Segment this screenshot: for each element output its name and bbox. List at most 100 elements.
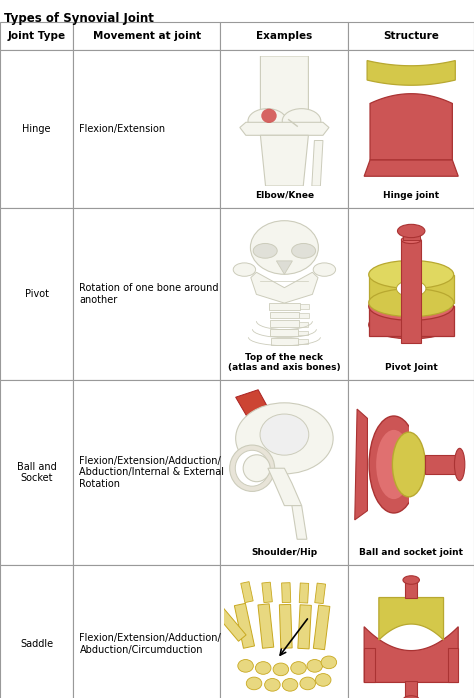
Bar — [300, 304, 309, 309]
Bar — [405, 581, 417, 597]
Ellipse shape — [369, 311, 454, 339]
Ellipse shape — [396, 281, 426, 297]
Ellipse shape — [236, 403, 333, 474]
Polygon shape — [236, 389, 281, 442]
Bar — [73, 565, 220, 698]
Bar — [0, 50, 73, 208]
Ellipse shape — [282, 109, 321, 133]
Bar — [0, 565, 73, 698]
Bar — [313, 605, 330, 650]
Polygon shape — [364, 627, 458, 683]
Bar — [270, 320, 299, 327]
Bar — [403, 230, 419, 240]
Polygon shape — [364, 160, 458, 177]
Ellipse shape — [369, 288, 454, 317]
Ellipse shape — [250, 221, 319, 274]
Bar — [299, 322, 309, 327]
Text: Top of the neck
(atlas and axis bones): Top of the neck (atlas and axis bones) — [228, 352, 341, 372]
Bar — [271, 338, 298, 345]
Bar — [405, 681, 417, 698]
Text: Hinge joint: Hinge joint — [383, 191, 439, 200]
Ellipse shape — [316, 674, 331, 686]
Bar — [279, 604, 292, 648]
Polygon shape — [379, 597, 444, 640]
Polygon shape — [240, 122, 329, 135]
Polygon shape — [276, 261, 292, 274]
Bar — [409, 409, 432, 520]
Polygon shape — [251, 272, 318, 303]
Ellipse shape — [321, 656, 337, 669]
Text: Saddle: Saddle — [20, 639, 53, 649]
Ellipse shape — [369, 416, 419, 513]
Text: Flexion/Extension/Adduction/
Abduction/Circumduction: Flexion/Extension/Adduction/ Abduction/C… — [80, 633, 221, 655]
Ellipse shape — [230, 445, 274, 491]
Bar — [298, 604, 311, 649]
Bar — [73, 22, 220, 50]
Bar — [348, 380, 474, 565]
Bar — [258, 604, 274, 648]
Bar — [348, 565, 474, 698]
Text: Shoulder/Hip: Shoulder/Hip — [251, 548, 318, 557]
Ellipse shape — [376, 430, 411, 499]
Ellipse shape — [255, 662, 271, 674]
Bar — [214, 605, 246, 641]
Bar — [348, 22, 474, 50]
Bar — [299, 583, 309, 603]
Ellipse shape — [392, 432, 425, 497]
Ellipse shape — [403, 696, 419, 698]
Text: Pivot Joint: Pivot Joint — [385, 363, 438, 372]
Ellipse shape — [261, 109, 277, 123]
Bar — [0, 380, 73, 565]
Text: Hinge: Hinge — [22, 124, 51, 134]
Bar — [348, 208, 474, 380]
Bar — [73, 208, 220, 380]
Ellipse shape — [238, 660, 253, 672]
Bar — [73, 380, 220, 565]
Ellipse shape — [313, 263, 336, 276]
Ellipse shape — [300, 677, 316, 690]
Ellipse shape — [253, 244, 277, 258]
Bar — [299, 313, 309, 318]
Text: Structure: Structure — [383, 31, 439, 41]
Bar — [220, 22, 348, 50]
Polygon shape — [260, 56, 309, 118]
Ellipse shape — [455, 448, 465, 481]
Bar — [299, 331, 308, 335]
Ellipse shape — [398, 224, 425, 237]
Ellipse shape — [401, 236, 421, 244]
Bar — [73, 50, 220, 208]
Ellipse shape — [307, 660, 322, 672]
Text: Ball and
Socket: Ball and Socket — [17, 461, 56, 483]
Polygon shape — [312, 140, 323, 186]
Text: Rotation of one bone around
another: Rotation of one bone around another — [80, 283, 219, 305]
Bar — [447, 648, 458, 683]
Bar — [241, 581, 253, 602]
Bar — [0, 208, 73, 380]
Ellipse shape — [248, 109, 287, 133]
Ellipse shape — [292, 244, 316, 258]
Bar — [234, 603, 255, 648]
Text: Flexion/Extension/Adduction/
Abduction/Internal & External
Rotation: Flexion/Extension/Adduction/ Abduction/I… — [80, 456, 225, 489]
Polygon shape — [292, 505, 307, 540]
Bar — [270, 312, 299, 318]
Ellipse shape — [260, 414, 309, 455]
Polygon shape — [355, 409, 367, 520]
Ellipse shape — [246, 677, 262, 690]
Polygon shape — [260, 135, 309, 186]
Text: Elbow/Knee: Elbow/Knee — [255, 191, 314, 200]
Polygon shape — [370, 94, 452, 160]
Ellipse shape — [233, 263, 255, 276]
Polygon shape — [268, 468, 301, 505]
Bar — [298, 339, 308, 344]
Ellipse shape — [264, 678, 280, 691]
Text: Types of Synovial Joint: Types of Synovial Joint — [4, 12, 154, 25]
Bar — [220, 565, 348, 698]
Ellipse shape — [235, 450, 269, 487]
Text: Examples: Examples — [256, 31, 312, 41]
Bar — [269, 303, 300, 310]
Bar — [369, 274, 454, 303]
Ellipse shape — [403, 576, 419, 584]
Bar — [220, 208, 348, 380]
Bar — [270, 329, 299, 336]
Ellipse shape — [291, 662, 306, 674]
